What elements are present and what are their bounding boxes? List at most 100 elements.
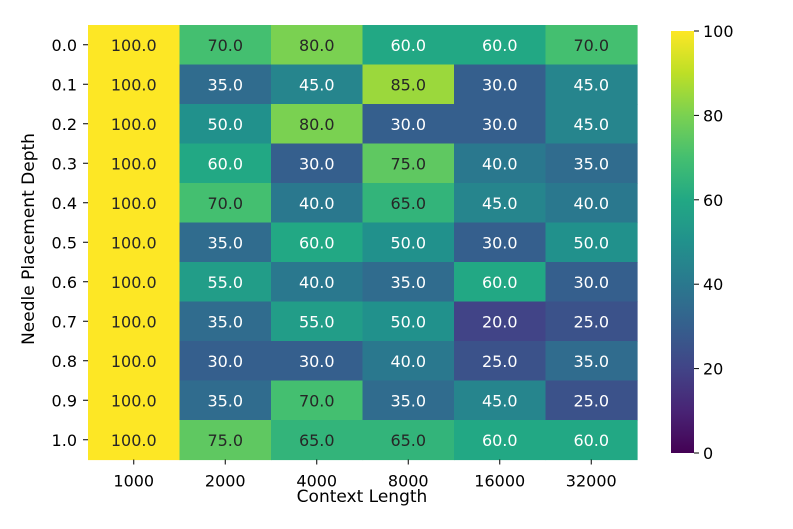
cell-value-label: 100.0 xyxy=(111,75,157,94)
cell-value-label: 35.0 xyxy=(207,391,243,410)
cell-value-label: 65.0 xyxy=(390,431,426,450)
cell-value-label: 45.0 xyxy=(573,75,609,94)
cell-value-label: 100.0 xyxy=(111,154,157,173)
cell-value-label: 40.0 xyxy=(299,194,335,213)
cell-value-label: 45.0 xyxy=(482,391,518,410)
heatmap-cell xyxy=(454,25,547,66)
heatmap-cell xyxy=(545,301,638,342)
heatmap-cells: 100.0 70.0 80.0 60.0 60.0 70.0 100.0 35.0 45.0 85… xyxy=(88,25,638,461)
heatmap-cell xyxy=(88,420,181,461)
cell-value-label: 65.0 xyxy=(390,194,426,213)
heatmap-cell xyxy=(454,64,547,105)
cell-value-label: 35.0 xyxy=(390,391,426,410)
cell-value-label: 100.0 xyxy=(111,194,157,213)
heatmap-cell xyxy=(545,25,638,66)
heatmap-cell xyxy=(362,183,455,224)
y-tick-label: 0.3 xyxy=(52,154,77,173)
heatmap-cell xyxy=(454,420,547,461)
y-tick-label: 0.4 xyxy=(52,194,77,213)
heatmap-cell xyxy=(179,183,272,224)
cell-value-label: 100.0 xyxy=(111,36,157,55)
heatmap-cell xyxy=(545,420,638,461)
cell-value-label: 35.0 xyxy=(390,273,426,292)
heatmap-cell xyxy=(88,341,181,382)
colorbar-tick-label: 0 xyxy=(703,444,713,463)
cell-value-label: 50.0 xyxy=(207,115,243,134)
cell-value-label: 30.0 xyxy=(390,115,426,134)
heatmap-cell xyxy=(271,183,364,224)
cell-value-label: 30.0 xyxy=(299,154,335,173)
heatmap-cell xyxy=(545,222,638,263)
y-tick-label: 0.1 xyxy=(52,75,77,94)
x-tick-label: 8000 xyxy=(388,472,429,491)
heatmap-cell xyxy=(545,143,638,184)
cell-value-label: 45.0 xyxy=(573,115,609,134)
heatmap-cell xyxy=(271,64,364,105)
heatmap-cell xyxy=(179,341,272,382)
cell-value-label: 55.0 xyxy=(207,273,243,292)
cell-value-label: 100.0 xyxy=(111,233,157,252)
heatmap-cell xyxy=(271,25,364,66)
cell-value-label: 100.0 xyxy=(111,115,157,134)
heatmap-cell xyxy=(362,222,455,263)
heatmap-cell xyxy=(271,380,364,421)
heatmap-cell xyxy=(454,380,547,421)
cell-value-label: 100.0 xyxy=(111,352,157,371)
x-tick-label: 32000 xyxy=(566,472,617,491)
heatmap-cell xyxy=(88,104,181,145)
y-tick-label: 0.8 xyxy=(52,352,77,371)
heatmap-cell xyxy=(454,183,547,224)
cell-value-label: 45.0 xyxy=(299,75,335,94)
heatmap-cell xyxy=(362,64,455,105)
cell-value-label: 35.0 xyxy=(573,154,609,173)
colorbar-gradient xyxy=(671,31,694,453)
cell-value-label: 40.0 xyxy=(299,273,335,292)
heatmap-cell xyxy=(545,380,638,421)
y-tick-label: 0.0 xyxy=(52,36,77,55)
cell-value-label: 60.0 xyxy=(207,154,243,173)
heatmap-cell xyxy=(362,420,455,461)
heatmap-cell xyxy=(271,143,364,184)
y-tick-label: 0.2 xyxy=(52,115,77,134)
cell-value-label: 45.0 xyxy=(482,194,518,213)
cell-value-label: 70.0 xyxy=(207,194,243,213)
heatmap-cell xyxy=(545,183,638,224)
heatmap-cell xyxy=(88,222,181,263)
cell-value-label: 25.0 xyxy=(573,312,609,331)
cell-value-label: 100.0 xyxy=(111,391,157,410)
cell-value-label: 75.0 xyxy=(390,154,426,173)
heatmap-cell xyxy=(179,262,272,303)
heatmap-cell xyxy=(454,222,547,263)
cell-value-label: 30.0 xyxy=(482,115,518,134)
cell-value-label: 50.0 xyxy=(390,312,426,331)
cell-value-label: 20.0 xyxy=(482,312,518,331)
colorbar-tick-label: 80 xyxy=(703,106,723,125)
cell-value-label: 50.0 xyxy=(573,233,609,252)
cell-value-label: 30.0 xyxy=(482,233,518,252)
cell-value-label: 60.0 xyxy=(482,273,518,292)
cell-value-label: 55.0 xyxy=(299,312,335,331)
colorbar: 0 20 40 60 80 100 xyxy=(671,22,734,463)
heatmap-cell xyxy=(179,380,272,421)
colorbar-tick-label: 40 xyxy=(703,275,723,294)
y-axis-label: Needle Placement Depth xyxy=(19,133,39,345)
y-tick-label: 0.6 xyxy=(52,273,77,292)
colorbar-tick-label: 20 xyxy=(703,360,723,379)
heatmap-cell xyxy=(179,143,272,184)
cell-value-label: 100.0 xyxy=(111,431,157,450)
cell-value-label: 40.0 xyxy=(573,194,609,213)
y-axis: 0.0 0.1 0.2 0.3 0.4 0.5 0.6 0.7 0.8 0.9 1.0 xyxy=(52,36,88,450)
cell-value-label: 30.0 xyxy=(207,352,243,371)
heatmap-cell xyxy=(88,301,181,342)
cell-value-label: 75.0 xyxy=(207,431,243,450)
y-tick-label: 0.9 xyxy=(52,391,77,410)
cell-value-label: 60.0 xyxy=(573,431,609,450)
heatmap-cell xyxy=(545,341,638,382)
cell-value-label: 85.0 xyxy=(390,75,426,94)
heatmap-cell xyxy=(454,104,547,145)
cell-value-label: 60.0 xyxy=(482,431,518,450)
heatmap-cell xyxy=(179,25,272,66)
heatmap-cell xyxy=(88,380,181,421)
heatmap-cell xyxy=(362,341,455,382)
heatmap-cell xyxy=(362,143,455,184)
